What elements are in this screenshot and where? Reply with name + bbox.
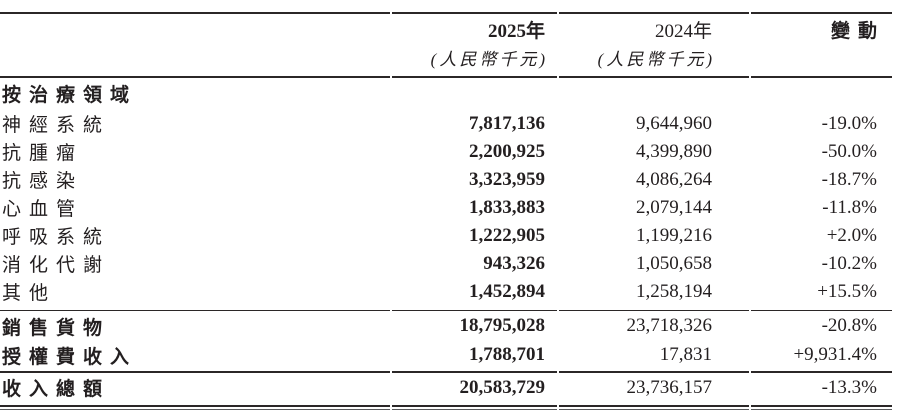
row-label: 授權費收入 <box>2 346 138 368</box>
value-2025: 943,326 <box>483 252 545 274</box>
header-2024: 2024年 <box>654 20 712 42</box>
row-label: 神經系統 <box>2 115 111 136</box>
header-2024-unit: (人民幣千元) <box>597 50 715 69</box>
value-2025: 1,833,883 <box>469 196 545 218</box>
value-2024: 2,079,144 <box>636 196 712 218</box>
value-2025: 1,222,905 <box>469 224 545 246</box>
value-2025: 7,817,136 <box>469 112 545 134</box>
row-license-fee-income: 授權費收入 1,788,701 17,831 +9,931.4% <box>0 341 905 369</box>
header-unit-row: (人民幣千元) (人民幣千元) <box>0 44 905 72</box>
value-2024: 1,050,658 <box>636 252 712 274</box>
header-year-row: 2025年 2024年 變動 <box>0 14 905 44</box>
row-cardiovascular: 心血管 1,833,883 2,079,144 -11.8% <box>0 194 905 222</box>
table-bottom-rule-thin <box>0 409 905 411</box>
row-label: 心血管 <box>2 199 84 220</box>
header-bottom-rule <box>0 76 905 78</box>
change-value: -20.8% <box>821 315 877 336</box>
value-2024: 23,736,157 <box>626 376 713 398</box>
row-others: 其他 1,452,894 1,258,194 +15.5% <box>0 278 905 306</box>
value-2025: 1,452,894 <box>469 280 545 302</box>
row-nervous-system: 神經系統 7,817,136 9,644,960 -19.0% <box>0 110 905 138</box>
value-2025: 1,788,701 <box>469 344 545 365</box>
value-2025: 2,200,925 <box>469 140 545 162</box>
section-bottom-rule <box>0 309 905 311</box>
change-value: -11.8% <box>822 196 877 218</box>
row-digestive-metabolism: 消化代謝 943,326 1,050,658 -10.2% <box>0 250 905 278</box>
change-value: -18.7% <box>821 168 877 190</box>
value-2024: 23,718,326 <box>626 315 713 336</box>
value-2025: 18,795,028 <box>459 315 546 336</box>
header-2025: 2025年 <box>487 20 545 42</box>
row-label: 抗感染 <box>2 171 84 192</box>
row-anti-infective: 抗感染 3,323,959 4,086,264 -18.7% <box>0 166 905 194</box>
change-value: -10.2% <box>821 252 877 274</box>
row-sales-of-goods: 銷售貨物 18,795,028 23,718,326 -20.8% <box>0 311 905 341</box>
value-2024: 4,086,264 <box>636 168 712 190</box>
section-title: 按治療領域 <box>2 85 138 106</box>
value-2025: 20,583,729 <box>459 376 546 398</box>
row-label: 收入總額 <box>2 379 111 400</box>
value-2024: 17,831 <box>659 344 712 365</box>
row-label: 抗腫瘤 <box>2 143 84 164</box>
value-2024: 1,199,216 <box>636 224 712 246</box>
change-value: -19.0% <box>821 112 877 134</box>
change-value: +9,931.4% <box>793 344 877 365</box>
table-bottom-rule-thick <box>0 404 905 407</box>
value-2025: 3,323,959 <box>469 168 545 190</box>
header-2025-unit: (人民幣千元) <box>430 50 548 69</box>
header-change: 變動 <box>830 20 885 42</box>
value-2024: 4,399,890 <box>636 140 712 162</box>
section-header-row: 按治療領域 <box>0 78 905 110</box>
change-value: +2.0% <box>826 224 877 246</box>
change-value: -13.3% <box>821 376 877 398</box>
value-2024: 1,258,194 <box>636 280 712 302</box>
revenue-by-therapeutic-area-table: 2025年 2024年 變動 (人民幣千元) (人民幣千元) 按治療領域 神經系… <box>0 12 905 411</box>
row-respiratory: 呼吸系統 1,222,905 1,199,216 +2.0% <box>0 222 905 250</box>
subtotal-bottom-rule <box>0 371 905 373</box>
row-label: 消化代謝 <box>2 255 111 276</box>
change-value: +15.5% <box>817 280 877 302</box>
change-value: -50.0% <box>821 140 877 162</box>
row-label: 呼吸系統 <box>2 227 111 248</box>
value-2024: 9,644,960 <box>636 112 712 134</box>
row-total-revenue: 收入總額 20,583,729 23,736,157 -13.3% <box>0 373 905 403</box>
row-oncology: 抗腫瘤 2,200,925 4,399,890 -50.0% <box>0 138 905 166</box>
row-label: 銷售貨物 <box>2 317 111 339</box>
table-top-rule <box>0 12 905 14</box>
row-label: 其他 <box>2 283 57 304</box>
